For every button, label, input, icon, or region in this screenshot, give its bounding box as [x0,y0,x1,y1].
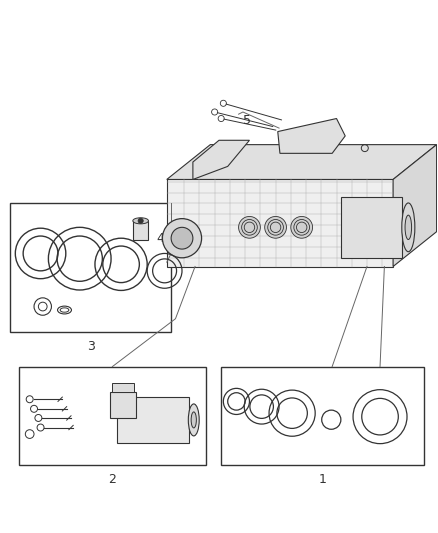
Polygon shape [167,144,437,180]
Ellipse shape [191,412,196,428]
Bar [133,221,148,240]
Ellipse shape [239,216,260,238]
Text: 2: 2 [109,473,117,486]
Bar [113,383,134,392]
Ellipse shape [162,219,201,258]
Text: 4: 4 [156,232,164,245]
Ellipse shape [405,215,412,239]
Text: 1: 1 [318,473,326,486]
Bar [110,392,136,418]
Bar [167,180,393,266]
Ellipse shape [297,222,307,232]
Ellipse shape [244,222,254,232]
Bar [341,197,402,258]
Ellipse shape [270,222,281,232]
Ellipse shape [265,216,286,238]
Ellipse shape [268,220,283,235]
Polygon shape [393,144,437,266]
Ellipse shape [133,218,148,224]
Ellipse shape [402,203,415,252]
Ellipse shape [188,404,199,436]
Ellipse shape [171,228,193,249]
Ellipse shape [242,220,257,235]
Ellipse shape [291,216,313,238]
Ellipse shape [294,220,310,235]
Bar [10,204,171,332]
Text: 3: 3 [87,341,95,353]
Polygon shape [193,140,250,180]
Bar [221,367,424,465]
Circle shape [138,218,143,223]
Polygon shape [278,118,345,154]
Bar [19,367,206,465]
Bar [117,397,188,443]
Text: 5: 5 [243,114,251,127]
